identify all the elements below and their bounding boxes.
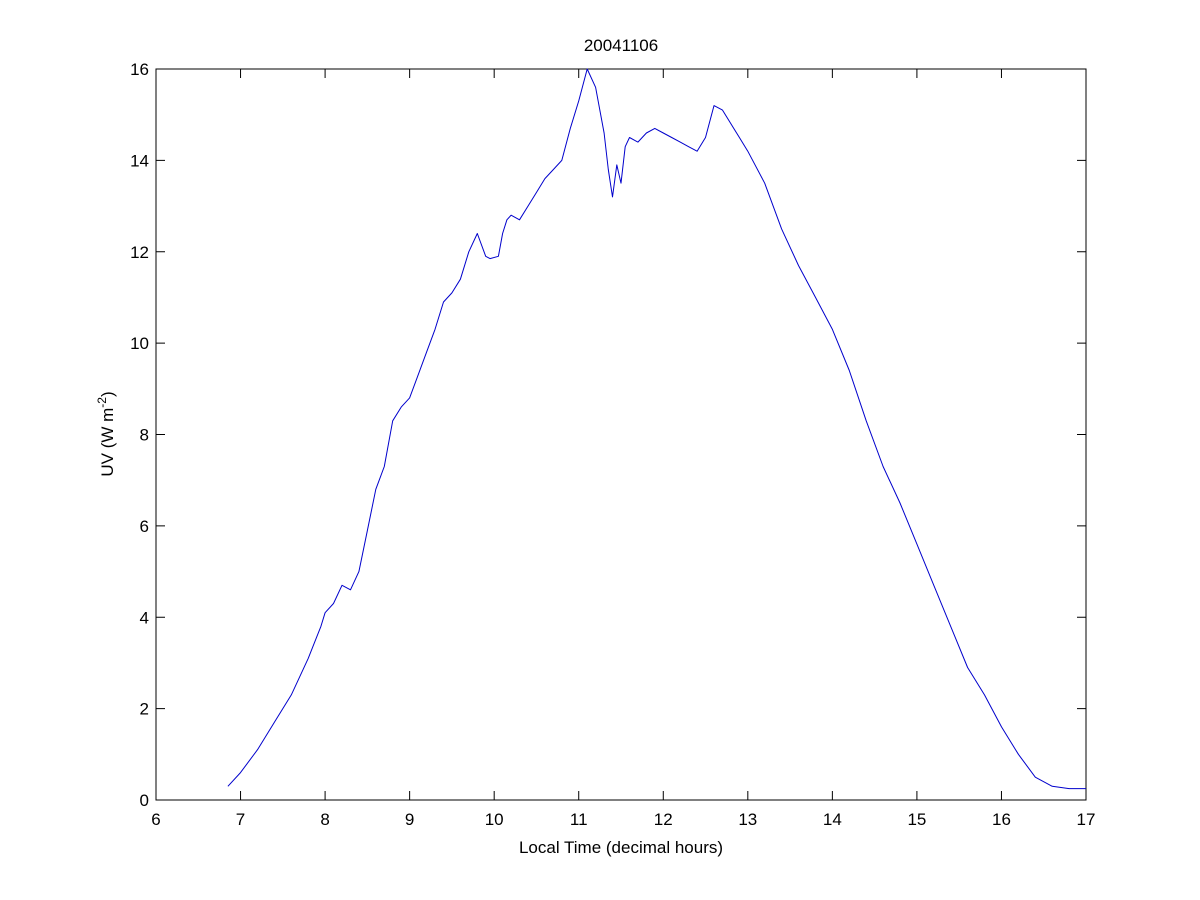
y-axis-label: UV (W m-2) — [95, 391, 117, 476]
y-tick-label: 4 — [140, 608, 149, 627]
x-tick-label: 11 — [570, 810, 588, 829]
y-axis-label-main: UV (W m — [98, 408, 117, 477]
x-tick-label: 10 — [485, 810, 504, 829]
y-axis-label-superscript: -2 — [95, 397, 109, 408]
x-tick-label: 13 — [738, 810, 757, 829]
y-tick-label: 6 — [140, 517, 149, 536]
x-tick-label: 17 — [1077, 810, 1096, 829]
y-tick-label: 8 — [140, 426, 149, 445]
axes-box — [155, 68, 1087, 801]
y-tick-label: 12 — [130, 243, 149, 262]
x-tick-label: 14 — [823, 810, 842, 829]
x-tick-label: 6 — [151, 810, 160, 829]
x-tick-label: 15 — [907, 810, 926, 829]
x-tick-label: 16 — [992, 810, 1011, 829]
y-tick-label: 10 — [130, 334, 149, 353]
chart-title: 20041106 — [584, 36, 658, 55]
y-tick-label: 2 — [140, 700, 149, 719]
y-axis-ticks: 0 2 4 6 8 10 12 14 16 — [130, 60, 1086, 810]
x-tick-label: 7 — [236, 810, 245, 829]
plot-area — [155, 68, 1087, 801]
x-tick-label: 8 — [320, 810, 329, 829]
x-tick-label: 9 — [405, 810, 414, 829]
x-axis-ticks: 6 7 8 9 10 11 12 13 14 15 16 17 — [151, 69, 1095, 829]
uv-series-line — [227, 68, 1086, 790]
y-tick-label: 0 — [140, 791, 149, 810]
y-tick-label: 14 — [130, 151, 149, 170]
y-tick-label: 16 — [130, 60, 149, 79]
x-axis-label: Local Time (decimal hours) — [519, 838, 723, 857]
y-axis-label-close: ) — [98, 391, 117, 397]
series-group — [227, 68, 1086, 790]
x-tick-label: 12 — [654, 810, 673, 829]
